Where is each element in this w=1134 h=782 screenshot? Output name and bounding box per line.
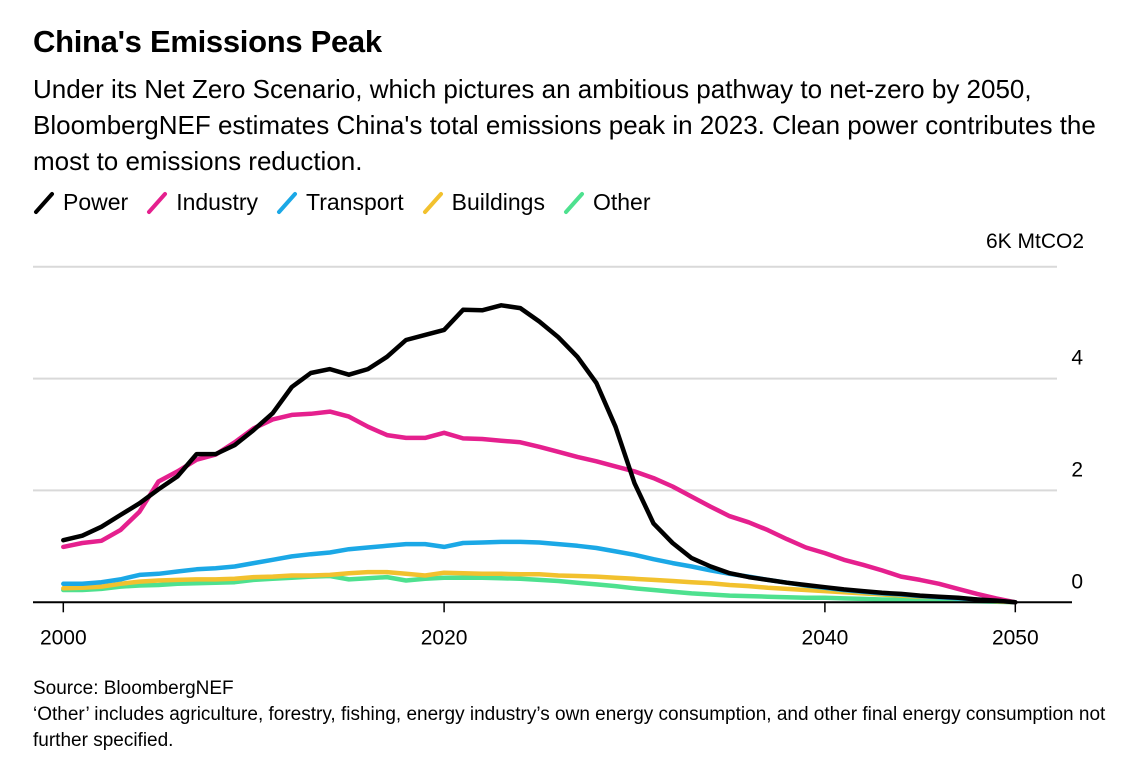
chart-subtitle: Under its Net Zero Scenario, which pictu… <box>33 74 1096 176</box>
y-tick-label: 2 <box>1071 458 1083 481</box>
line-chart: 0 2 4 2000 2020 2040 2050 <box>33 265 1083 649</box>
y-axis-unit-label: 6K MtCO2 <box>985 230 1084 253</box>
source-text: Source: BloombergNEF <box>33 678 234 699</box>
series-line-power <box>61 303 1018 605</box>
x-tick-label: 2020 <box>421 626 468 649</box>
x-tick-label: 2000 <box>40 626 87 649</box>
legend-item-other: Other <box>563 189 651 216</box>
legend-label: Industry <box>176 189 259 215</box>
legend-label: Transport <box>306 189 404 215</box>
x-tick-label: 2040 <box>802 626 849 649</box>
legend: Power Industry Transport Buildings Other <box>33 189 668 216</box>
legend-label: Buildings <box>451 189 545 215</box>
legend-swatch-icon <box>34 191 54 214</box>
x-tick-label: 2050 <box>992 626 1039 649</box>
chart-title: China's Emissions Peak <box>33 24 382 59</box>
legend-swatch-icon <box>277 191 298 214</box>
y-tick-label: 4 <box>1071 347 1083 370</box>
series-line-other <box>61 573 1018 605</box>
legend-swatch-icon <box>422 191 443 214</box>
source-note: Source: BloombergNEF ‘Other’ includes ag… <box>33 676 1113 754</box>
legend-swatch-icon <box>147 191 168 214</box>
legend-item-industry: Industry <box>146 189 258 216</box>
legend-item-buildings: Buildings <box>422 189 545 216</box>
legend-label: Other <box>592 189 651 215</box>
footnote-text: ‘Other’ includes agriculture, forestry, … <box>33 704 1106 751</box>
legend-item-power: Power <box>33 189 128 216</box>
legend-item-transport: Transport <box>276 189 404 216</box>
y-tick-label: 0 <box>1071 570 1083 593</box>
legend-label: Power <box>63 189 129 215</box>
legend-swatch-icon <box>563 191 584 214</box>
